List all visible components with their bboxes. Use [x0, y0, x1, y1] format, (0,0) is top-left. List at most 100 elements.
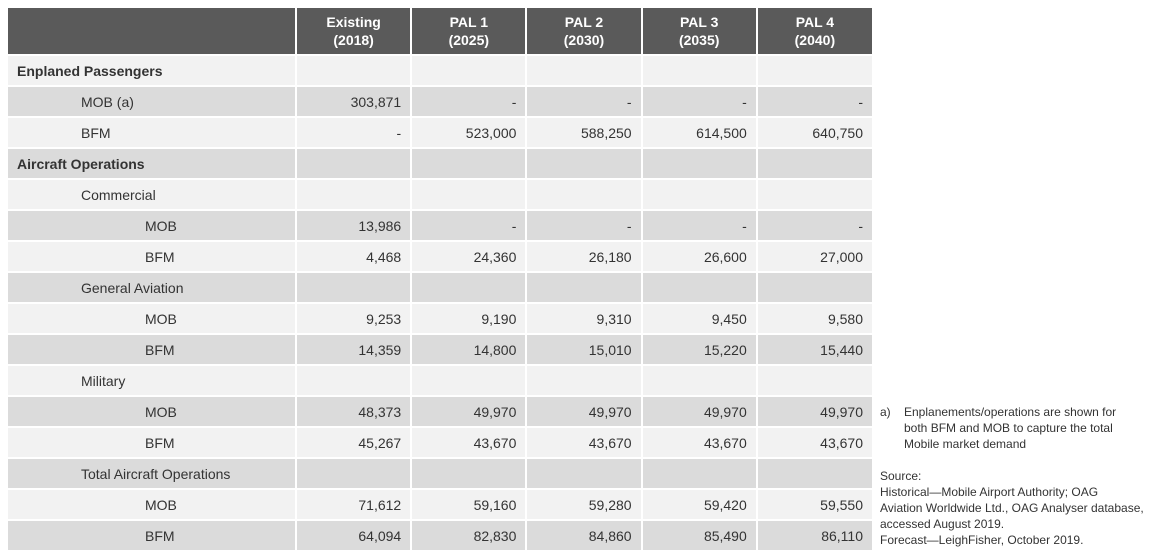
value-cell: 614,500	[641, 116, 758, 148]
notes-panel: a) Enplanements/operations are shown for…	[880, 404, 1152, 548]
source-line: Historical—Mobile Airport Authority; OAG	[880, 485, 1099, 499]
value-cell: 43,670	[526, 426, 643, 458]
value-cell	[526, 457, 643, 489]
value-cell	[411, 178, 528, 210]
value-cell	[756, 54, 872, 86]
table-row: Commercial	[8, 178, 872, 210]
value-cell	[641, 178, 758, 210]
column-header: PAL 3 (2035)	[641, 8, 758, 55]
column-header-year: (2035)	[678, 32, 720, 48]
value-cell: -	[526, 209, 643, 241]
value-cell: 26,180	[526, 240, 643, 272]
table-header-row: Existing (2018) PAL 1 (2025) PAL 2 (2030) PAL …	[8, 8, 872, 55]
value-cell: 24,360	[411, 240, 528, 272]
table-row: MOB 13,986- - - -	[8, 209, 872, 241]
column-header-year: (2040)	[794, 32, 836, 48]
value-cell	[411, 364, 528, 396]
table-row: Aircraft Operations	[8, 147, 872, 179]
value-cell: 49,970	[526, 395, 643, 427]
value-cell: 43,670	[641, 426, 758, 458]
footnote-a: a) Enplanements/operations are shown for…	[880, 404, 1152, 452]
value-cell: -	[411, 85, 528, 117]
value-cell	[641, 147, 758, 179]
value-cell: 59,160	[411, 488, 528, 520]
table-row: MOB (a) 303,871- - - -	[8, 85, 872, 117]
value-cell: -	[526, 85, 643, 117]
table-row: Military	[8, 364, 872, 396]
table-row: Enplaned Passengers	[8, 54, 872, 86]
column-header-label: PAL 4	[795, 14, 835, 30]
value-cell	[756, 147, 872, 179]
column-header: Existing (2018)	[296, 8, 413, 55]
column-header-label: PAL 1	[449, 14, 488, 30]
row-label: Commercial	[8, 178, 298, 210]
value-cell: -	[756, 209, 872, 241]
value-cell	[526, 178, 643, 210]
source-line: Source:	[880, 469, 922, 483]
value-cell: 59,280	[526, 488, 643, 520]
value-cell: 9,450	[641, 302, 758, 334]
table-row: General Aviation	[8, 271, 872, 303]
value-cell	[411, 54, 528, 86]
value-cell	[411, 147, 528, 179]
value-cell: 523,000	[411, 116, 528, 148]
value-cell	[526, 54, 643, 86]
value-cell: 27,000	[756, 240, 872, 272]
row-label: BFM	[8, 333, 298, 365]
value-cell: 9,580	[756, 302, 872, 334]
footnote-marker: a)	[880, 405, 891, 419]
value-cell: -	[411, 209, 528, 241]
value-cell: 14,359	[296, 333, 413, 365]
row-label: General Aviation	[8, 271, 298, 303]
value-cell: 49,970	[411, 395, 528, 427]
row-label: BFM	[8, 426, 298, 458]
value-cell	[526, 364, 643, 396]
row-label: BFM	[8, 240, 298, 272]
value-cell: 71,612	[296, 488, 413, 520]
footnote-text: Enplanements/operations are shown for bo…	[904, 404, 1116, 452]
value-cell: 640,750	[756, 116, 872, 148]
footnote-line: both BFM and MOB to capture the total	[904, 421, 1113, 435]
column-header: PAL 4 (2040)	[756, 8, 872, 55]
value-cell: 49,970	[756, 395, 872, 427]
value-cell: -	[756, 85, 872, 117]
table-row: BFM 64,094 82,830 84,860 85,490 86,110	[8, 519, 872, 550]
row-label: MOB	[8, 488, 298, 520]
value-cell: 15,010	[526, 333, 643, 365]
row-label: Enplaned Passengers	[8, 54, 298, 86]
column-header-label: PAL 3	[679, 14, 719, 30]
row-label: Aircraft Operations	[8, 147, 298, 179]
value-cell: 64,094	[296, 519, 413, 550]
value-cell	[641, 457, 758, 489]
value-cell	[756, 271, 872, 303]
footnote-line: Enplanements/operations are shown for	[904, 405, 1117, 419]
value-cell	[756, 457, 872, 489]
value-cell	[641, 364, 758, 396]
value-cell	[296, 147, 413, 179]
table-row: BFM 45,267 43,670 43,670 43,670 43,670	[8, 426, 872, 458]
table-row: Total Aircraft Operations	[8, 457, 872, 489]
forecast-table-container: Existing (2018) PAL 1 (2025) PAL 2 (2030) PAL …	[8, 8, 872, 550]
value-cell: 85,490	[641, 519, 758, 550]
value-cell	[756, 178, 872, 210]
value-cell: -	[296, 116, 413, 148]
value-cell: -	[641, 85, 758, 117]
value-cell	[526, 147, 643, 179]
value-cell	[756, 364, 872, 396]
value-cell: 4,468	[296, 240, 413, 272]
value-cell: 45,267	[296, 426, 413, 458]
table-row: MOB 9,253 9,190 9,310 9,450 9,580	[8, 302, 872, 334]
table-row: BFM 14,359 14,800 15,010 15,220 15,440	[8, 333, 872, 365]
forecast-table: Existing (2018) PAL 1 (2025) PAL 2 (2030) PAL …	[8, 8, 872, 550]
row-label: Total Aircraft Operations	[8, 457, 298, 489]
row-label: MOB	[8, 209, 298, 241]
value-cell: 9,253	[296, 302, 413, 334]
row-label: MOB (a)	[8, 85, 298, 117]
value-cell	[296, 457, 413, 489]
value-cell	[526, 271, 643, 303]
table-row: BFM -523,000 588,250 614,500 640,750	[8, 116, 872, 148]
column-header-label: PAL 2	[564, 14, 604, 30]
table-row: MOB 71,612 59,160 59,280 59,420 59,550	[8, 488, 872, 520]
value-cell: 15,220	[641, 333, 758, 365]
value-cell: 59,420	[641, 488, 758, 520]
